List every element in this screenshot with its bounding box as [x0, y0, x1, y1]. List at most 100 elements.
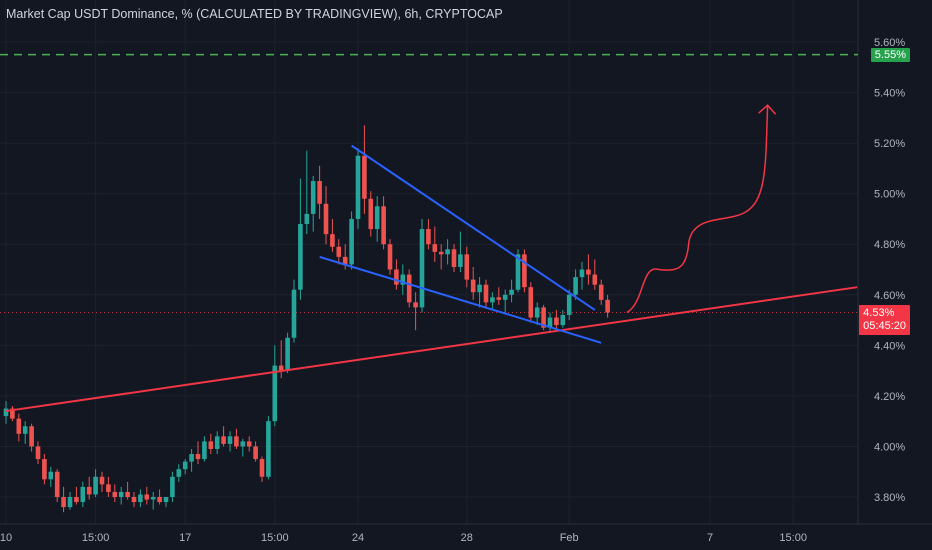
candle-down [99, 476, 105, 485]
candle-up [170, 476, 175, 497]
candle-up [502, 294, 508, 300]
candle-up [163, 497, 169, 503]
candle-down [157, 497, 162, 503]
candle-down [496, 297, 502, 300]
candle-down [362, 155, 367, 199]
candle-up [374, 206, 380, 230]
candle-up [138, 494, 143, 503]
candle-down [29, 426, 34, 447]
candle-up [285, 337, 290, 371]
candle-down [42, 459, 47, 480]
candle-up [310, 181, 316, 214]
candle-down [394, 269, 399, 285]
candle-down [234, 436, 239, 447]
candle-up [349, 218, 354, 265]
time-axis-label: 17 [179, 532, 191, 544]
projection-arrow-head [758, 104, 777, 115]
candle-up [291, 289, 297, 338]
candle-up [400, 274, 406, 285]
time-axis-label: 10 [0, 532, 12, 544]
candle-down [528, 287, 534, 318]
candle-up [566, 294, 572, 315]
candle-up [240, 441, 246, 447]
candle-down [406, 274, 412, 303]
candle-up [150, 497, 156, 500]
candle-up [579, 269, 585, 278]
candle-up [118, 491, 124, 497]
candle-down [586, 269, 591, 275]
candle-up [272, 365, 278, 422]
candle-up [547, 317, 553, 328]
candle-down [74, 497, 79, 503]
time-axis-label: 7 [707, 532, 713, 544]
channel-lower-line [319, 255, 602, 344]
candle-down [541, 307, 546, 328]
candle-down [317, 181, 322, 204]
candle-up [266, 421, 271, 477]
level-price-tag: 5.55% [870, 48, 910, 62]
candle-up [214, 436, 220, 449]
candle-down [54, 471, 60, 497]
candle-up [509, 289, 514, 295]
candle-up [202, 441, 207, 460]
time-axis-label: 28 [461, 532, 473, 544]
candle-down [483, 284, 489, 303]
price-axis-label: 4.60% [874, 290, 905, 302]
price-axis-label: 4.00% [874, 441, 905, 453]
candle-up [227, 436, 233, 444]
candle-down [131, 497, 137, 503]
candle-up [298, 224, 303, 290]
time-axis-label: 15:00 [779, 532, 807, 544]
candle-down [470, 279, 476, 293]
price-axis-label: 5.40% [874, 88, 905, 100]
time-axis-label: Feb [560, 532, 579, 544]
price-axis-label: 5.00% [874, 189, 905, 201]
candle-up [182, 461, 188, 470]
candle-down [387, 244, 393, 270]
candle-down [10, 408, 15, 419]
candle-down [221, 436, 226, 444]
projection-arrow [626, 105, 769, 314]
candle-down [592, 274, 598, 285]
candle-down [381, 206, 386, 245]
candle-down [86, 486, 92, 495]
price-axis-label: 5.60% [874, 37, 905, 49]
candle-down [106, 484, 111, 492]
candle-down [16, 418, 22, 434]
candle-up [458, 254, 463, 267]
candle-down [112, 491, 118, 497]
candle-up [355, 155, 361, 219]
candle-down [35, 446, 41, 460]
candle-up [515, 254, 521, 290]
candle-down [330, 234, 335, 247]
candle-down [144, 494, 150, 500]
candle-up [419, 229, 425, 308]
candle-down [278, 365, 284, 371]
candle-down [259, 459, 265, 477]
candle-down [336, 246, 342, 257]
channel-upper-line [351, 144, 596, 311]
candle-up [93, 476, 98, 495]
price-axis-label: 5.20% [874, 138, 905, 150]
candle-down [451, 249, 457, 267]
candle-down [61, 497, 66, 508]
candle-down [554, 317, 559, 326]
time-axis-label: 15:00 [82, 532, 110, 544]
candle-up [304, 213, 310, 224]
candle-down [246, 441, 252, 447]
candle-down [522, 254, 527, 288]
candle-up [22, 426, 28, 434]
candle-down [323, 203, 329, 235]
candle-up [445, 249, 450, 255]
time-axis-label: 15:00 [261, 532, 289, 544]
candle-up [48, 471, 54, 480]
candle-down [432, 244, 438, 252]
candle-down [413, 302, 418, 308]
candle-down [464, 254, 470, 280]
candle-up [573, 277, 578, 295]
candle-down [426, 229, 431, 245]
time-axis-label: 24 [352, 532, 364, 544]
candle-up [534, 307, 540, 318]
